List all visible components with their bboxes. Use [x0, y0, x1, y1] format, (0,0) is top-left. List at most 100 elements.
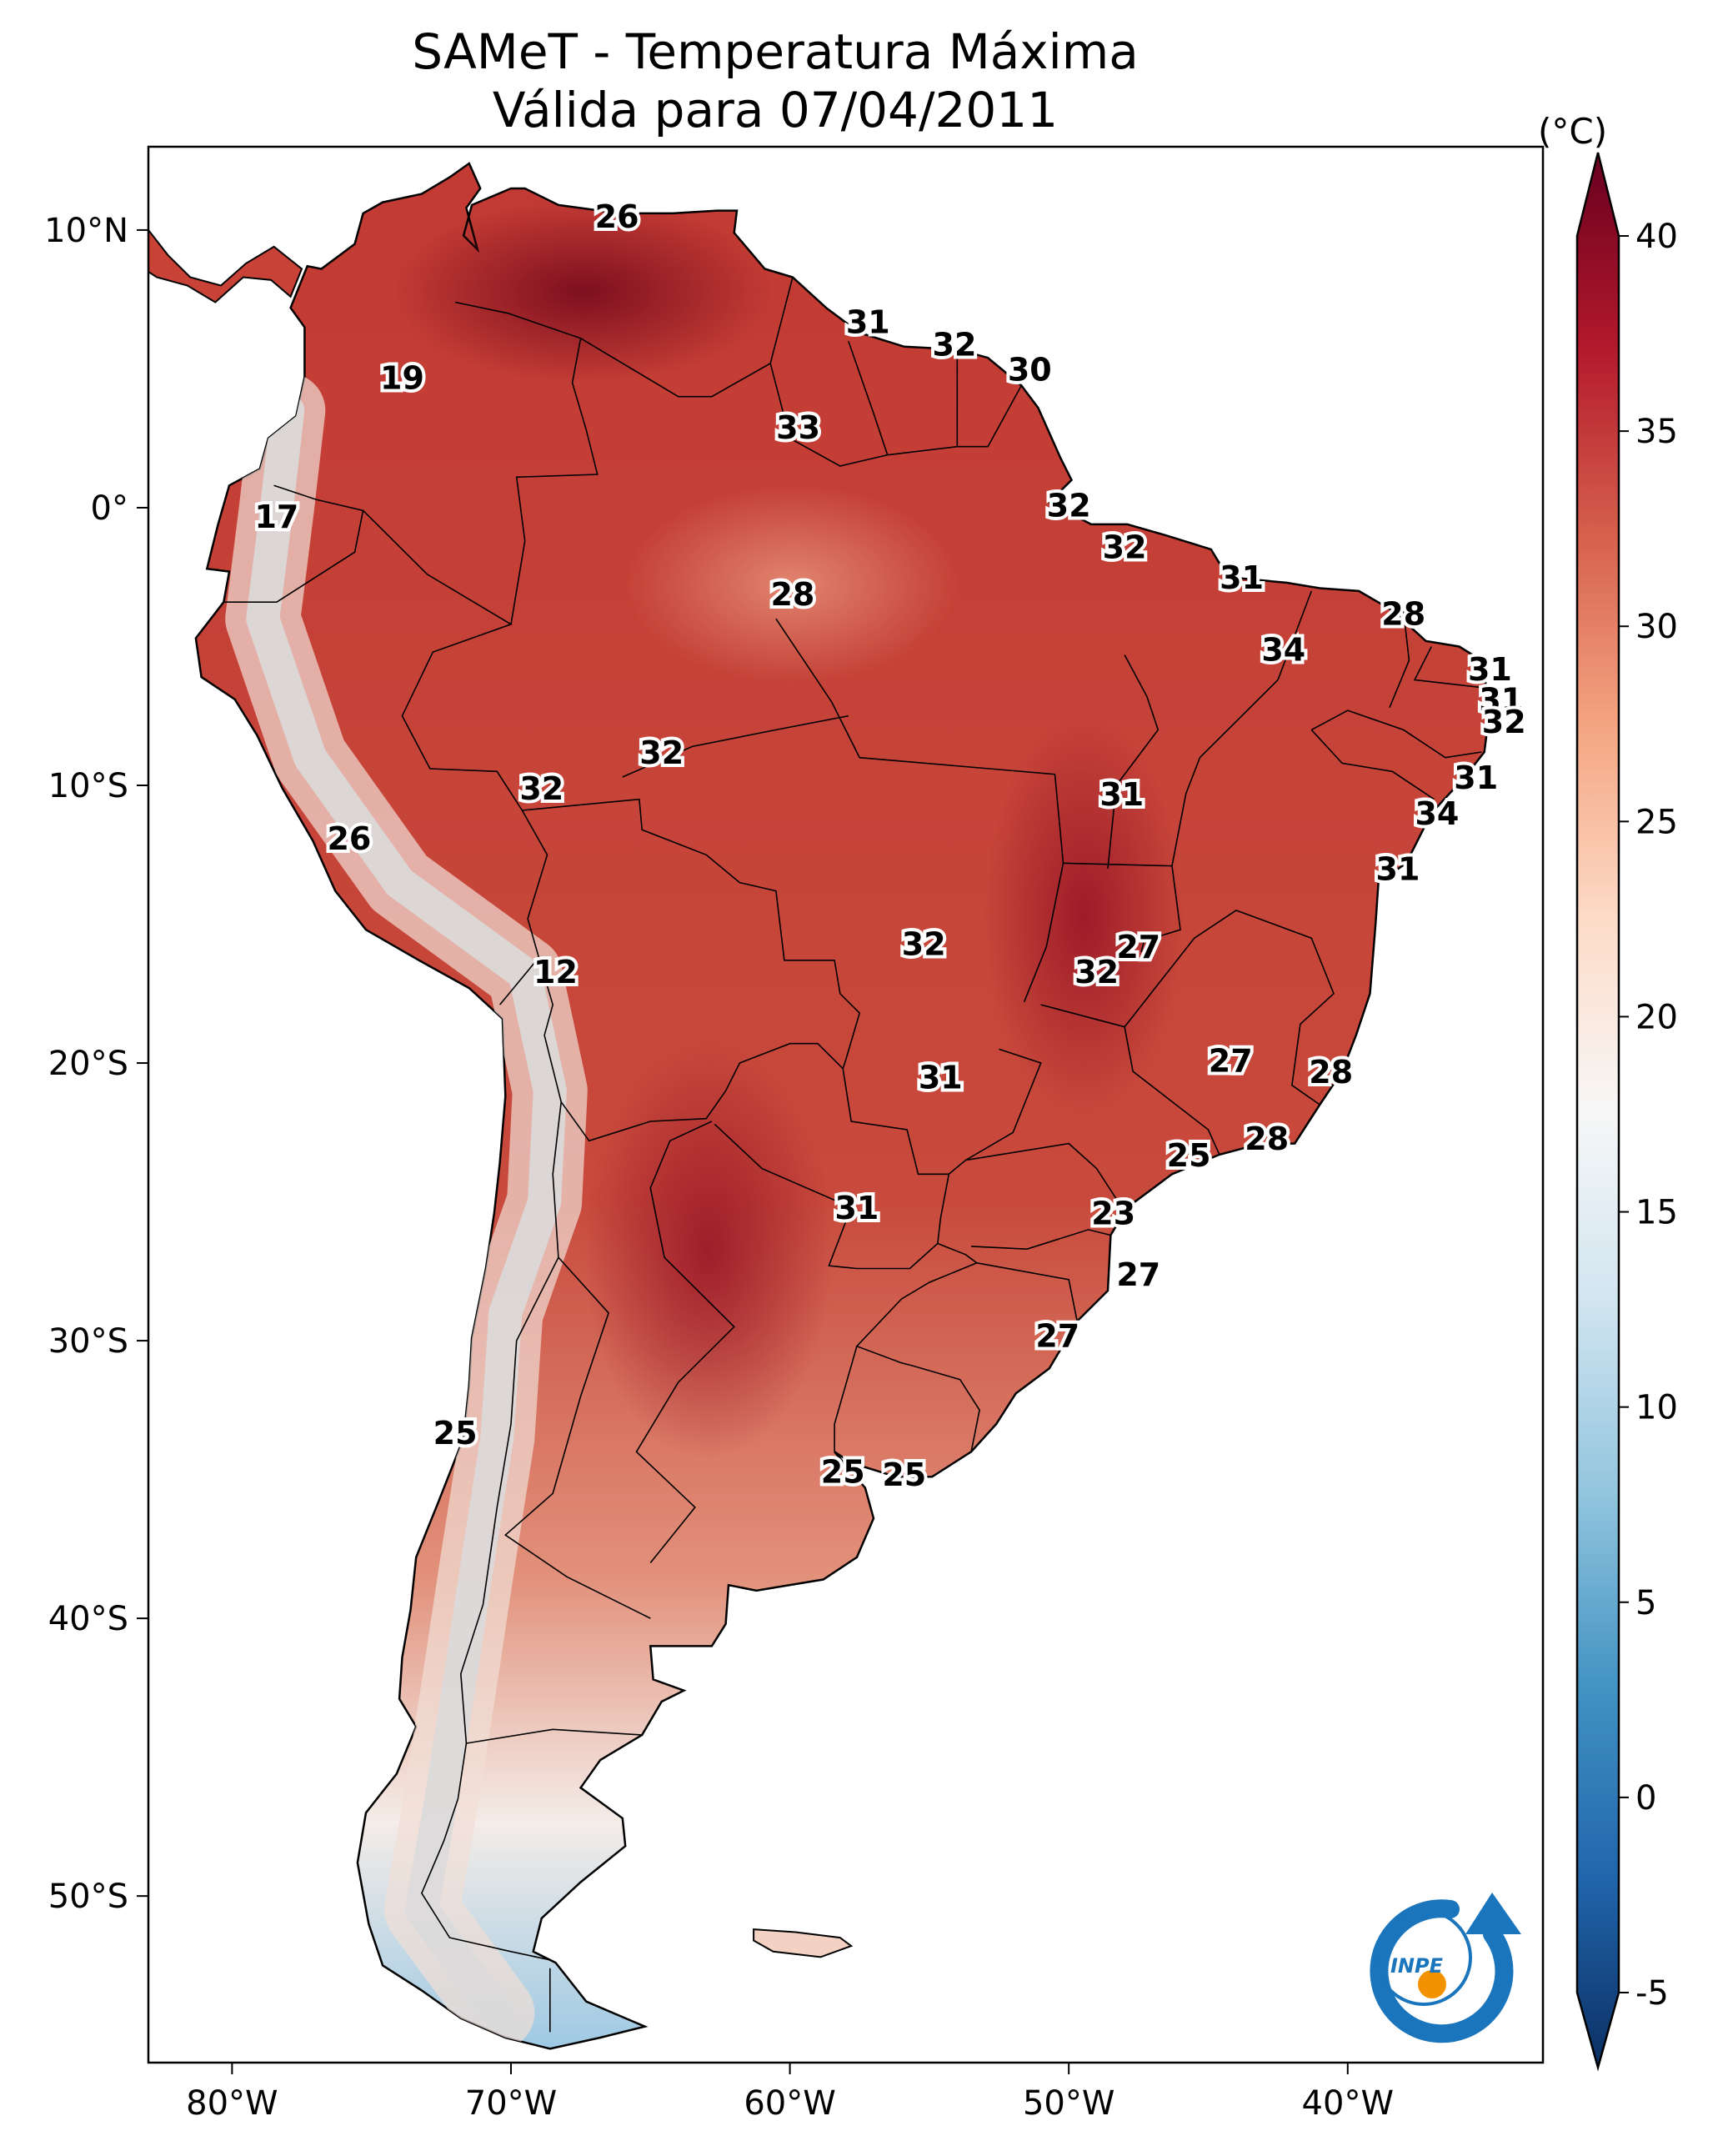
logo-arrow-icon [1465, 1893, 1521, 1934]
temperature-label: 31 [846, 304, 890, 341]
temperature-label: 28 [770, 576, 814, 613]
temperature-label: 26 [595, 198, 639, 235]
colorbar-tick-label: 10 [1635, 1389, 1678, 1427]
temperature-label: 31 [919, 1060, 963, 1096]
temperature-label: 31 [1468, 651, 1512, 688]
temperature-label: 28 [1309, 1054, 1353, 1091]
temperature-label: 28 [1245, 1121, 1289, 1157]
lat-tick-label: 10°N [44, 212, 128, 250]
border-line [769, 340, 889, 467]
temperature-label: 26 [327, 820, 371, 857]
border-line [454, 301, 599, 624]
map-title: SAMeT - Temperatura Máxima [412, 23, 1139, 80]
border-line [363, 509, 548, 1005]
temperature-label: 31 [1099, 776, 1144, 813]
logo-swoosh-icon [1370, 1899, 1514, 2043]
temperature-label: 25 [882, 1457, 926, 1493]
border-line [580, 277, 794, 398]
border-line [965, 1142, 1123, 1208]
temperature-label: 31 [1479, 682, 1523, 719]
logo-sun-icon [1418, 1970, 1446, 1998]
temperature-label: 32 [639, 735, 684, 771]
lon-tick-label: 80°W [186, 2084, 278, 2123]
border-line [622, 714, 849, 778]
plot-frame [147, 145, 1545, 2064]
colorbar-tick-label: 20 [1635, 998, 1678, 1036]
political-borders [223, 277, 1488, 2033]
lon-tick-label: 50°W [1023, 2084, 1114, 2123]
temperature-label: 12 [533, 954, 578, 990]
temperature-label: 31 [834, 1190, 879, 1226]
border-line [503, 1256, 651, 1619]
border-line [538, 957, 950, 1270]
lat-tick-label: 30°S [48, 1322, 128, 1361]
border-line [223, 484, 364, 603]
border-line [971, 1229, 1111, 1251]
temperature-label: 32 [933, 326, 977, 363]
colorbar-tick-label: 15 [1635, 1194, 1678, 1232]
border-line [1171, 590, 1313, 866]
temperature-label: 33 [776, 409, 820, 446]
colorbar-scale [1575, 152, 1620, 2072]
temperature-label: 27 [1116, 1256, 1160, 1293]
lat-tick-label: 50°S [48, 1878, 128, 1916]
border-line [1040, 1004, 1220, 1156]
temperature-label: 32 [1482, 704, 1526, 740]
colorbar-tick-label: -5 [1635, 1974, 1669, 2013]
lat-tick-label: 40°S [48, 1600, 128, 1638]
colorbar-unit: (°C) [1538, 111, 1607, 152]
border-line [1310, 729, 1435, 800]
temperature-label: 27 [1116, 929, 1160, 965]
temperature-label: 31 [1454, 760, 1498, 796]
colorbar-tick-label: 35 [1635, 413, 1678, 451]
temperature-label: 17 [254, 499, 298, 535]
colorbar-tick-label: 30 [1635, 608, 1678, 646]
border-line [976, 1262, 1078, 1321]
colorbar-tick-label: 5 [1635, 1584, 1656, 1622]
central-america-isthmus [148, 228, 303, 303]
border-line [1389, 610, 1410, 709]
temperature-label: 32 [519, 770, 563, 807]
border-line [466, 1728, 643, 1744]
lat-tick-label: 20°S [48, 1045, 128, 1083]
lon-tick-label: 70°W [465, 2084, 557, 2123]
temperature-label: 25 [433, 1415, 478, 1452]
logo-text: INPE [1390, 1954, 1444, 1978]
colorbar-tick-label: 25 [1635, 803, 1678, 841]
temperature-label: 25 [1167, 1137, 1211, 1174]
temperature-label: 32 [902, 926, 946, 963]
longitude-axis: 80°W 70°W 60°W 50°W 40°W [186, 2063, 1394, 2123]
border-line [775, 618, 1064, 1003]
border-line [421, 1101, 562, 1961]
colorbar: -5 0 5 10 15 20 25 30 35 40 [1575, 152, 1678, 2072]
temperature-label: 19 [380, 359, 424, 396]
border-line [522, 798, 861, 1069]
temperature-label: 31 [1220, 559, 1264, 596]
temperature-label: 32 [1074, 954, 1119, 990]
temperature-label: 25 [821, 1453, 865, 1490]
temperature-label: 34 [1415, 795, 1459, 832]
temperature-shading [225, 200, 1184, 2049]
border-line [1310, 709, 1482, 759]
falklands [753, 1928, 854, 1958]
colorbar-ticks: -5 0 5 10 15 20 25 30 35 40 [1619, 218, 1678, 2013]
inpe-logo: INPE [1370, 1893, 1521, 2043]
temperature-label: 30 [1008, 351, 1052, 388]
temperature-label: 27 [1209, 1043, 1253, 1080]
border-line [1107, 654, 1160, 869]
border-line [635, 1121, 735, 1564]
lat-tick-label: 0° [91, 489, 128, 528]
temperature-label: 28 [1381, 595, 1425, 632]
temperature-label: 32 [1047, 488, 1091, 524]
colorbar-tick-label: 0 [1635, 1779, 1656, 1818]
temperature-label: 23 [1091, 1196, 1135, 1232]
border-line [948, 1048, 1042, 1175]
border-line [834, 1346, 858, 1452]
temperature-label: 27 [1035, 1317, 1079, 1354]
border-line [1063, 862, 1181, 952]
colorbar-tick-label: 40 [1635, 218, 1678, 256]
border-line [1124, 910, 1335, 1106]
map-subtitle: Válida para 07/04/2011 [492, 82, 1059, 138]
